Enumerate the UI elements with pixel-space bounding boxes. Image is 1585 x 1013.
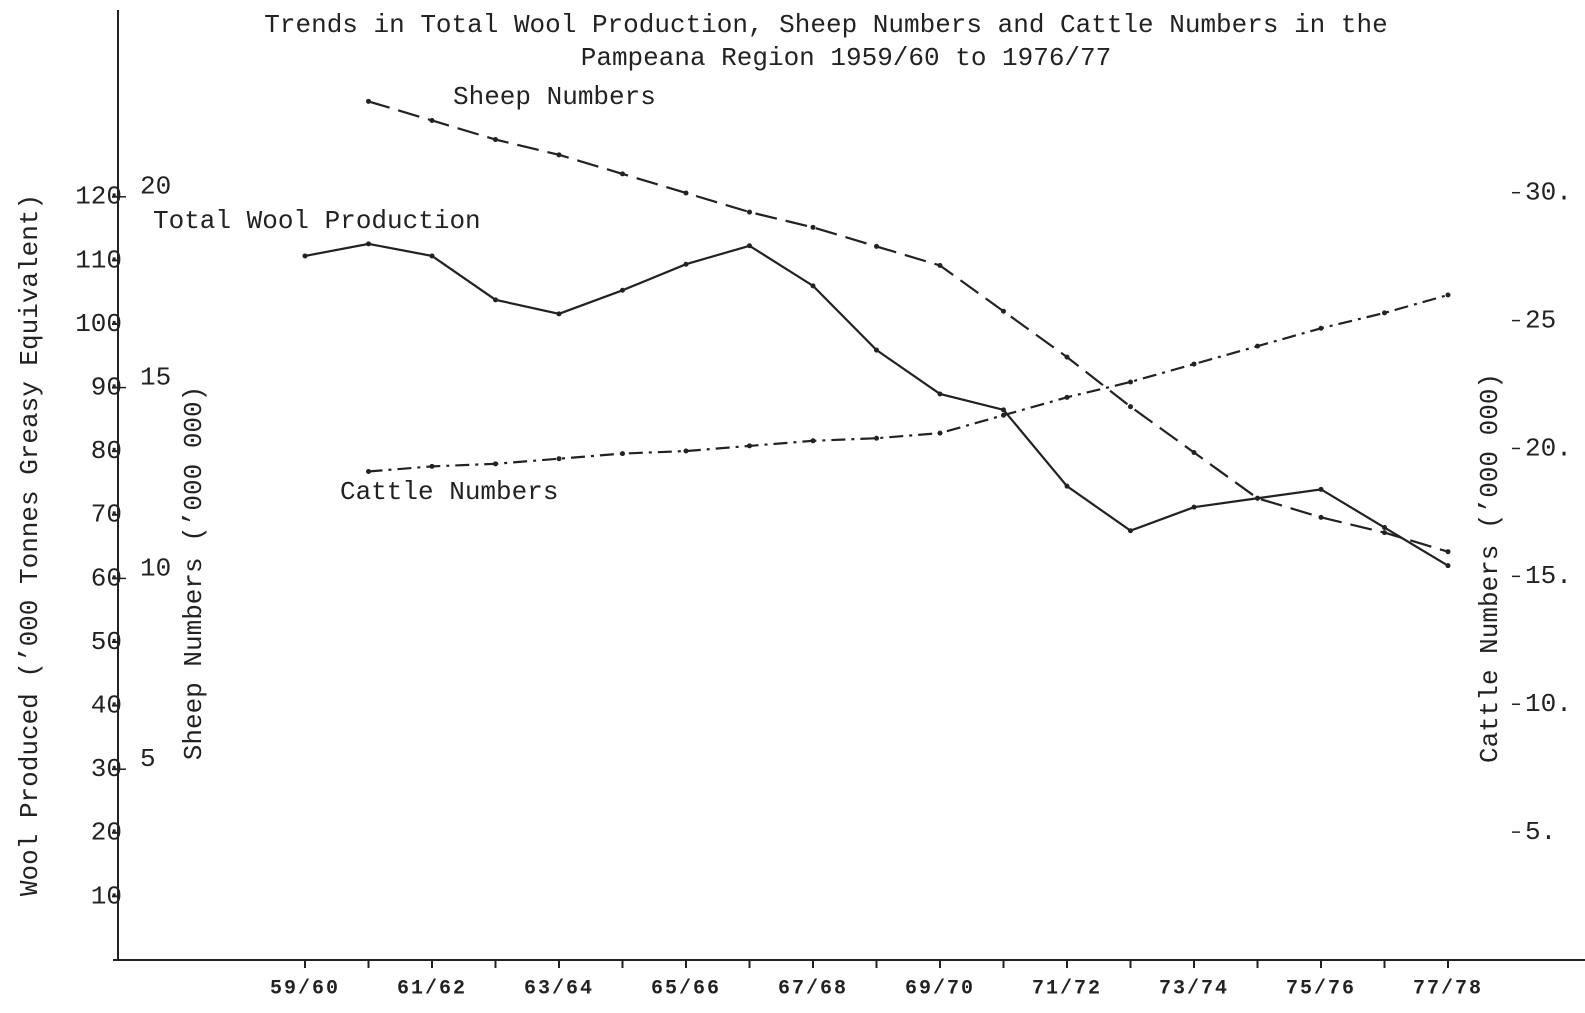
data-point (556, 456, 562, 462)
data-point (1064, 483, 1070, 489)
data-point (747, 209, 752, 215)
chart-title: Trends in Total Wool Production, Sheep N… (264, 10, 1387, 40)
data-point (747, 243, 752, 249)
data-point (937, 391, 943, 397)
data-point (1255, 495, 1260, 501)
data-point (1445, 563, 1451, 569)
data-point (429, 253, 435, 259)
data-point (1191, 449, 1197, 455)
y2-tick-label: 20 (140, 172, 171, 202)
data-point (683, 190, 689, 196)
x-tick-label: 73/74 (1159, 977, 1229, 1000)
data-point (1064, 354, 1070, 360)
y2-tick-label: 5 (140, 744, 156, 774)
y2-tick-label: 15 (140, 362, 171, 392)
data-point (1445, 292, 1451, 298)
data-point (874, 347, 879, 353)
data-point (493, 297, 498, 303)
data-point (556, 152, 562, 158)
x-tick-label: 59/60 (270, 977, 340, 1000)
data-point (1191, 504, 1197, 510)
y2-tick-label: 10 (140, 553, 171, 583)
x-tick-label: 65/66 (651, 977, 721, 1000)
data-point (1128, 379, 1133, 385)
y2-axis-label: Sheep Numbers (’000 000) (179, 386, 209, 760)
data-point (747, 443, 752, 449)
y3-tick-label: 10. (1525, 689, 1572, 719)
y-axis-label: Wool Produced (’000 Tonnes Greasy Equiva… (15, 194, 45, 896)
data-point (810, 224, 816, 230)
data-point (1318, 325, 1324, 331)
x-tick-label: 61/62 (397, 977, 467, 1000)
data-point (810, 283, 816, 289)
series-line (368, 100, 1449, 553)
y3-tick-label: 5. (1525, 817, 1556, 847)
series-label: Cattle Numbers (340, 477, 558, 507)
y3-axis-label: Cattle Numbers (’000 000) (1475, 373, 1505, 763)
data-point (1064, 394, 1070, 400)
series-label: Total Wool Production (153, 206, 481, 236)
data-point (429, 463, 435, 469)
data-point (366, 98, 371, 104)
data-point (1001, 308, 1006, 314)
series-line (368, 293, 1449, 473)
data-point (1382, 525, 1387, 531)
data-point (1128, 528, 1133, 534)
series-label: Sheep Numbers (453, 82, 656, 112)
x-tick-label: 69/70 (905, 977, 975, 1000)
y3-tick-label: 15. (1525, 561, 1572, 591)
data-point (493, 461, 498, 467)
data-point (366, 241, 371, 247)
data-point (1318, 514, 1324, 520)
data-point (429, 117, 435, 123)
data-point (1001, 412, 1006, 418)
data-point (620, 171, 625, 177)
data-point (937, 430, 943, 436)
x-tick-label: 67/68 (778, 977, 848, 1000)
data-point (620, 451, 625, 457)
y3-tick-label: 20. (1525, 433, 1572, 463)
x-tick-label: 63/64 (524, 977, 594, 1000)
data-point (1382, 310, 1387, 316)
data-point (683, 261, 689, 267)
x-tick-label: 75/76 (1286, 977, 1356, 1000)
data-point (1255, 343, 1260, 349)
x-tick-label: 71/72 (1032, 977, 1102, 1000)
data-point (874, 435, 879, 441)
data-point (1128, 404, 1133, 410)
x-tick-label: 77/78 (1413, 977, 1483, 1000)
series-line (304, 242, 1449, 567)
data-point (493, 137, 498, 143)
chart-title: Pampeana Region 1959/60 to 1976/77 (581, 43, 1112, 73)
data-point (937, 262, 943, 268)
y3-tick-label: 25 (1525, 305, 1556, 335)
data-point (1001, 407, 1006, 413)
data-point (620, 287, 625, 293)
data-point (1191, 361, 1197, 367)
data-point (556, 311, 562, 317)
data-point (1318, 486, 1324, 492)
data-point (683, 448, 689, 454)
data-point (810, 438, 816, 444)
data-point (1382, 530, 1387, 536)
data-point (874, 243, 879, 249)
y3-tick-label: 30. (1525, 178, 1572, 208)
data-point (366, 468, 371, 474)
data-point (302, 253, 308, 259)
data-point (1445, 549, 1451, 555)
